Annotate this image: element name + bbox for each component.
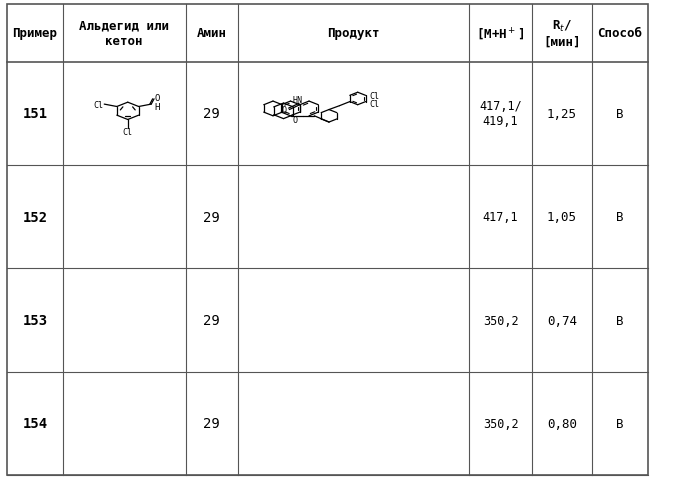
Text: Альдегид или
кетон: Альдегид или кетон — [79, 20, 169, 48]
Text: O: O — [282, 105, 287, 114]
Text: Способ: Способ — [597, 27, 642, 40]
Text: O: O — [293, 116, 298, 125]
Text: H: H — [155, 102, 160, 111]
Text: 151: 151 — [22, 107, 48, 121]
Text: Cl: Cl — [122, 128, 133, 137]
Text: Cl: Cl — [370, 99, 379, 108]
Text: B: B — [616, 211, 623, 224]
Text: Cl: Cl — [94, 100, 104, 109]
Text: 0,74: 0,74 — [547, 314, 577, 327]
Text: R$_t$/
[мин]: R$_t$/ [мин] — [543, 19, 580, 48]
Text: Продукт: Продукт — [328, 27, 379, 40]
Text: 417,1/
419,1: 417,1/ 419,1 — [479, 100, 522, 128]
Text: Пример: Пример — [13, 27, 57, 40]
Text: 29: 29 — [204, 417, 220, 431]
Text: 350,2: 350,2 — [483, 417, 518, 430]
Text: B: B — [616, 417, 623, 430]
Text: [M+H$^+$]: [M+H$^+$] — [476, 25, 525, 42]
Text: Cl: Cl — [370, 92, 379, 101]
Text: Амин: Амин — [197, 27, 227, 40]
Text: B: B — [616, 108, 623, 120]
Text: 29: 29 — [204, 107, 220, 121]
Text: B: B — [616, 314, 623, 327]
Text: 29: 29 — [204, 210, 220, 224]
Text: 1,25: 1,25 — [547, 108, 577, 120]
Text: 1,05: 1,05 — [547, 211, 577, 224]
Text: O: O — [155, 94, 160, 103]
Text: 417,1: 417,1 — [483, 211, 518, 224]
Text: 154: 154 — [22, 417, 48, 431]
Text: 0,80: 0,80 — [547, 417, 577, 430]
Text: 350,2: 350,2 — [483, 314, 518, 327]
Text: 152: 152 — [22, 210, 48, 224]
Text: HN: HN — [293, 96, 303, 105]
Text: 153: 153 — [22, 313, 48, 327]
Text: 29: 29 — [204, 313, 220, 327]
